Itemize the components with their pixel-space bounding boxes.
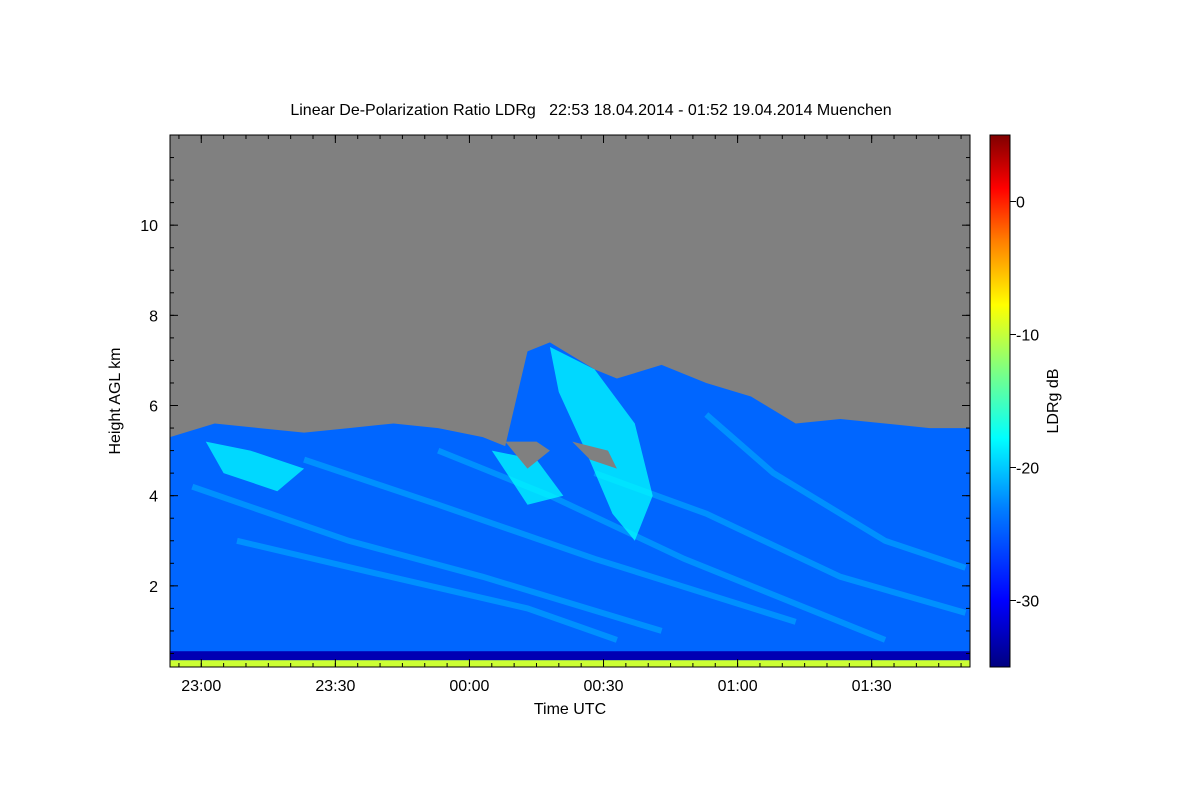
colorbar: 0 -10 -20 -30 LDRg dB — [989, 134, 1062, 668]
y-axis: 2 4 6 8 10 — [140, 157, 970, 654]
virga-streak — [236, 537, 618, 643]
y-tick-label: 6 — [149, 399, 158, 416]
x-axis-label: Time UTC — [534, 701, 606, 718]
y-tick-label: 2 — [149, 579, 158, 596]
colorbar-tick-label: 0 — [1016, 195, 1025, 212]
plot-frame — [169, 134, 971, 668]
high-ldr-plume — [205, 441, 305, 492]
colorbar-ticks: 0 -10 -20 -30 — [1010, 195, 1039, 611]
x-tick-label: 23:00 — [181, 678, 221, 695]
x-tick-label: 23:30 — [315, 678, 355, 695]
y-tick-label: 4 — [149, 489, 158, 506]
high-ldr-plume — [549, 346, 653, 541]
y-tick-label: 8 — [149, 308, 158, 325]
x-tick-label: 01:00 — [718, 678, 758, 695]
colorbar-tick-label: -10 — [1016, 328, 1039, 345]
x-tick-label: 01:30 — [852, 678, 892, 695]
y-axis-label: Height AGL km — [107, 347, 124, 454]
virga-streak — [704, 412, 967, 571]
ground-bright-band — [170, 660, 970, 667]
heatmap-plot-area — [170, 135, 970, 667]
colorbar-label: LDRg dB — [1045, 369, 1062, 434]
chart-title: Linear De-Polarization Ratio LDRg 22:53 … — [290, 102, 891, 119]
colorbar-tick-label: -30 — [1016, 594, 1039, 611]
x-tick-label: 00:30 — [583, 678, 623, 695]
no-data-gap — [505, 441, 550, 469]
x-tick-label: 00:00 — [449, 678, 489, 695]
high-ldr-plume — [491, 450, 564, 505]
x-axis: 23:00 23:30 00:00 00:30 01:00 01:30 — [178, 135, 962, 695]
colorbar-tick-label: -20 — [1016, 461, 1039, 478]
cloud-layer — [170, 342, 970, 667]
colorbar-gradient — [989, 134, 1011, 668]
virga-streak — [437, 447, 887, 643]
virga-streak — [303, 456, 797, 625]
ground-dark-band — [170, 651, 970, 661]
y-tick-label: 10 — [140, 218, 158, 235]
no-data-gap — [572, 441, 617, 469]
virga-streak — [191, 483, 663, 634]
